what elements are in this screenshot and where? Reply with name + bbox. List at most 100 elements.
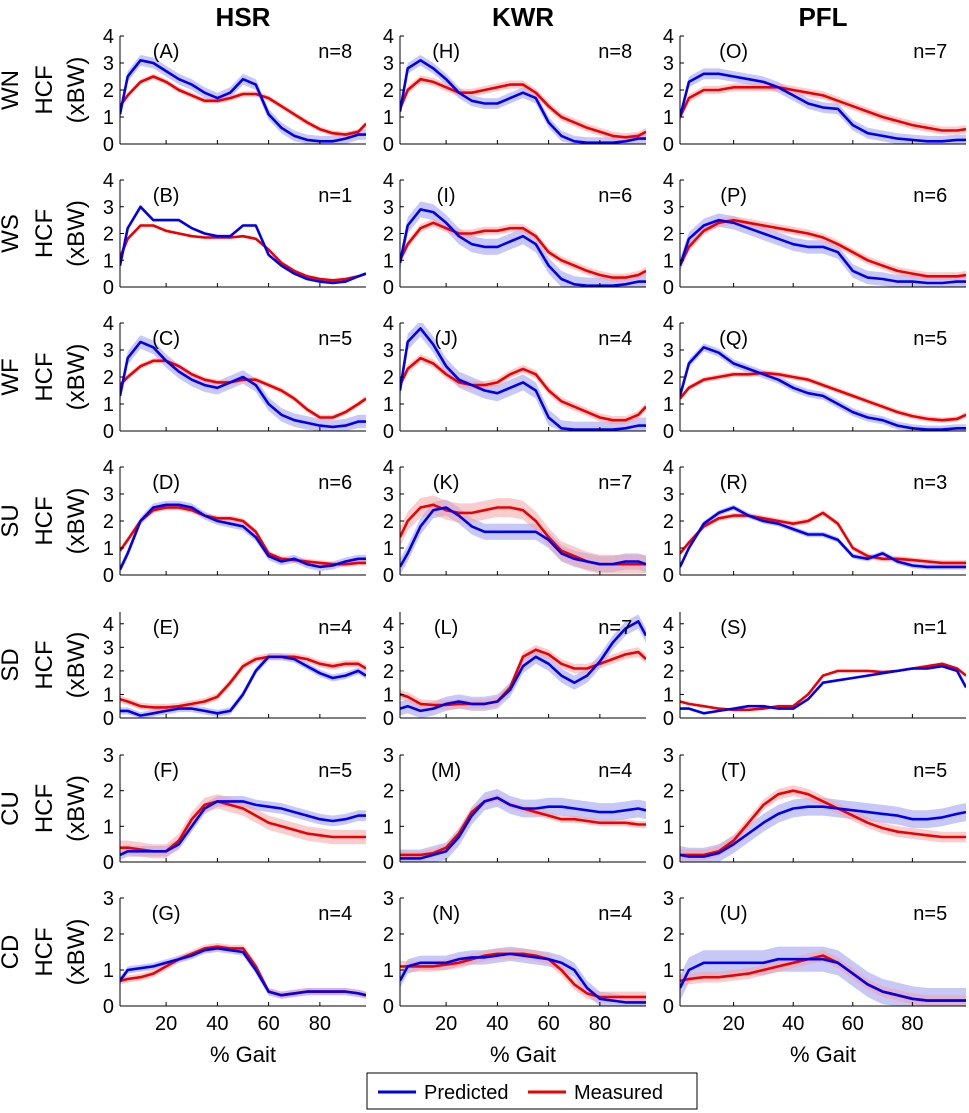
- predicted-band: [120, 796, 366, 861]
- panel-n: n=5: [913, 328, 947, 350]
- y-tick-label: 3: [383, 197, 394, 219]
- y-tick-label: 2: [383, 224, 394, 246]
- y-tick-label: 1: [383, 960, 394, 982]
- y-tick-label: 0: [383, 421, 394, 443]
- y-tick-label: 0: [103, 421, 114, 443]
- panel-plot-area: [120, 54, 366, 144]
- ylabel-unit: (xBW): [63, 488, 90, 555]
- panel-j: 0 1 2 3 4 (J) n=4: [383, 313, 646, 443]
- y-tick-label: 2: [103, 224, 114, 246]
- predicted-line: [680, 72, 966, 143]
- y-tick-label: 1: [103, 960, 114, 982]
- xlabel-kwr: % Gait: [490, 1042, 556, 1067]
- panel-letter: (G): [152, 903, 181, 925]
- x-tick-label: 80: [309, 1013, 331, 1035]
- y-tick-label: 1: [663, 684, 674, 706]
- predicted-line: [400, 952, 646, 1004]
- row-label-wf: WF: [0, 358, 24, 395]
- y-tick-label: 0: [383, 996, 394, 1018]
- panel-letter: (B): [153, 185, 180, 207]
- measured-band: [680, 216, 966, 281]
- measured-band: [120, 653, 366, 711]
- y-tick-label: 2: [103, 781, 114, 803]
- y-tick-label: 1: [663, 538, 674, 560]
- y-tick-label: 2: [103, 924, 114, 946]
- panel-n: n=8: [318, 41, 352, 63]
- predicted-line: [400, 59, 646, 144]
- predicted-band: [400, 54, 646, 144]
- x-tick-label: 60: [538, 1013, 560, 1035]
- y-tick-label: 0: [663, 708, 674, 730]
- ylabel-hcf: HCF: [31, 784, 58, 833]
- measured-band: [120, 224, 366, 282]
- y-tick-label: 2: [663, 511, 674, 533]
- row-label-sd: SD: [0, 648, 24, 681]
- panel-letter: (L): [434, 617, 458, 639]
- panel-n: n=5: [913, 903, 947, 925]
- predicted-line: [400, 796, 646, 860]
- ylabel-hcf: HCF: [31, 640, 58, 689]
- panel-k: 0 1 2 3 4 (K) n=7: [383, 457, 646, 587]
- xlabel-hsr: % Gait: [210, 1042, 276, 1067]
- predicted-band: [120, 54, 366, 144]
- predicted-band: [680, 213, 966, 287]
- y-tick-label: 1: [383, 394, 394, 416]
- panel-letter: (S): [720, 617, 747, 639]
- y-tick-label: 1: [103, 684, 114, 706]
- y-tick-label: 3: [383, 745, 394, 767]
- panel-letter: (C): [152, 328, 180, 350]
- y-tick-label: 0: [103, 852, 114, 874]
- y-tick-label: 4: [663, 170, 674, 192]
- y-tick-label: 0: [383, 134, 394, 156]
- panel-letter: (P): [720, 185, 747, 207]
- predicted-band: [680, 665, 966, 715]
- panel-plot-area: [680, 946, 966, 1006]
- y-tick-label: 1: [103, 394, 114, 416]
- panel-letter: (T): [721, 760, 747, 782]
- panel-letter: (Q): [719, 328, 748, 350]
- y-tick-label: 4: [383, 170, 394, 192]
- y-tick-label: 0: [383, 565, 394, 587]
- ylabel-unit: (xBW): [63, 919, 90, 986]
- panel-plot-area: [400, 614, 646, 718]
- y-tick-label: 2: [663, 224, 674, 246]
- panel-u: 0 1 2 3 20 40 60 80 (U) n=5: [663, 888, 966, 1035]
- measured-line: [680, 789, 966, 857]
- y-tick-label: 2: [383, 80, 394, 102]
- y-tick-label: 3: [103, 484, 114, 506]
- y-tick-label: 2: [383, 511, 394, 533]
- y-tick-label: 4: [663, 26, 674, 48]
- measured-line: [120, 224, 366, 282]
- predicted-band: [400, 201, 646, 287]
- panel-n: n=4: [318, 903, 352, 925]
- y-tick-label: 4: [103, 26, 114, 48]
- measured-line: [400, 77, 646, 139]
- panel-letter: (A): [153, 41, 180, 63]
- x-tick-label: 60: [842, 1013, 864, 1035]
- y-tick-label: 1: [103, 538, 114, 560]
- y-tick-label: 3: [103, 637, 114, 659]
- predicted-band: [400, 788, 646, 862]
- x-tick-label: 40: [782, 1013, 804, 1035]
- y-tick-label: 0: [383, 708, 394, 730]
- measured-line: [680, 371, 966, 422]
- y-tick-label: 2: [383, 367, 394, 389]
- panel-plot-area: [400, 54, 646, 144]
- panel-letter: (H): [432, 41, 460, 63]
- legend: Predicted Measured: [366, 1072, 698, 1110]
- xlabel-pfl: % Gait: [790, 1042, 856, 1067]
- predicted-line: [400, 506, 646, 568]
- x-tick-label: 40: [206, 1013, 228, 1035]
- y-tick-label: 0: [103, 277, 114, 299]
- measured-band: [680, 662, 966, 711]
- y-tick-label: 0: [663, 134, 674, 156]
- predicted-line: [680, 218, 966, 285]
- column-title-kwr: KWR: [492, 2, 554, 32]
- x-tick-label: 80: [901, 1013, 923, 1035]
- y-tick-label: 3: [663, 484, 674, 506]
- predicted-band: [120, 335, 366, 431]
- panel-plot-area: [680, 785, 966, 862]
- panel-plot-area: [120, 500, 366, 574]
